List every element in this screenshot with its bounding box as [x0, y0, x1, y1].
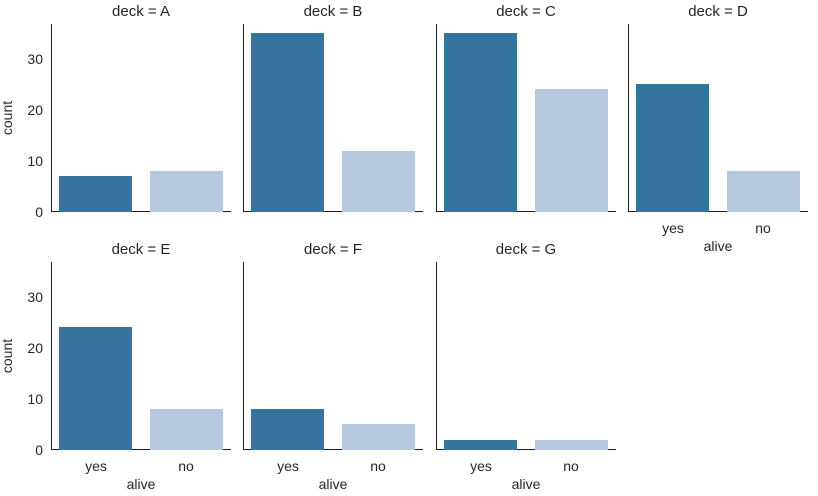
bar-yes [251, 33, 324, 212]
y-tick-label: 10 [27, 390, 43, 407]
x-axis-label: alive [703, 238, 733, 254]
plot-area [51, 262, 231, 450]
y-tick-label: 30 [27, 50, 43, 67]
x-tick-label-yes: yes [277, 458, 299, 474]
facet-title: deck = B [303, 3, 363, 20]
x-axis-label: alive [511, 476, 541, 492]
x-tick-label-no: no [563, 458, 579, 474]
bar-yes [251, 409, 324, 450]
x-axis-label: alive [318, 476, 348, 492]
facet-title: deck = C [496, 3, 556, 20]
x-tick-label-no: no [178, 458, 194, 474]
bar-no [342, 424, 415, 450]
facet-title: deck = F [304, 241, 362, 258]
bar-no [150, 409, 223, 450]
plot-area [628, 24, 808, 212]
bar-no [727, 171, 800, 212]
y-axis-label: count [0, 338, 15, 374]
x-tick-label-yes: yes [85, 458, 107, 474]
facet-title: deck = A [112, 3, 170, 20]
bar-yes [59, 176, 132, 212]
bar-yes [444, 439, 517, 450]
plot-area [51, 24, 231, 212]
plot-area [436, 24, 616, 212]
y-tick-label: 10 [27, 152, 43, 169]
facet-7: deck = G yes no alive [436, 241, 616, 492]
facet-title: deck = E [111, 241, 171, 258]
bar-no [535, 89, 608, 212]
y-tick-label: 0 [35, 204, 43, 220]
x-tick-label-no: no [755, 220, 771, 236]
bar-yes [444, 33, 517, 212]
bar-no [535, 439, 608, 450]
x-axis-label: alive [126, 476, 156, 492]
y-tick-label: 0 [35, 442, 43, 458]
bar-no [342, 150, 415, 212]
facet-title: deck = D [688, 3, 748, 20]
facet-5: deck = E 0 10 20 30 count yes no alive [0, 241, 231, 492]
facet-3: deck = C [436, 3, 616, 212]
facet-4: deck = D yes no alive [628, 3, 808, 254]
y-tick-label: 20 [27, 339, 43, 356]
x-tick-label-yes: yes [662, 220, 684, 236]
facet-6: deck = F yes no alive [243, 241, 423, 492]
x-tick-label-no: no [370, 458, 386, 474]
y-tick-label: 20 [27, 101, 43, 118]
facet-2: deck = B [243, 3, 423, 212]
bar-yes [636, 84, 709, 212]
facet-title: deck = G [495, 241, 557, 258]
x-tick-label-yes: yes [470, 458, 492, 474]
plot-area [243, 24, 423, 212]
y-tick-label: 30 [27, 288, 43, 305]
plot-area [436, 262, 616, 450]
bar-yes [59, 327, 132, 450]
plot-area [243, 262, 423, 450]
facet-1: deck = A 0 10 20 30 count [0, 3, 231, 220]
y-axis-label: count [0, 100, 15, 136]
bar-no [150, 171, 223, 212]
